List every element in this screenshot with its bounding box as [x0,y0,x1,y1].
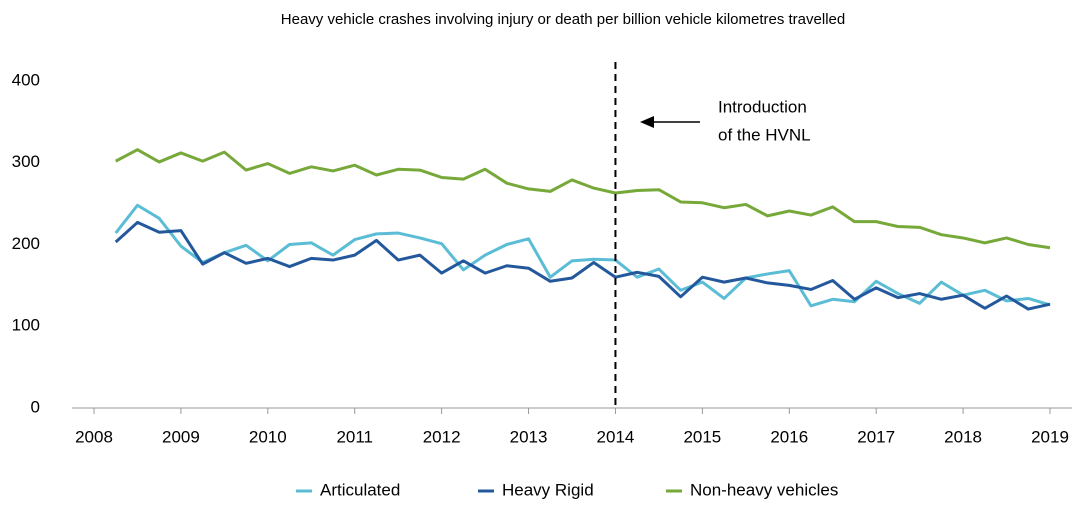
y-tick-label: 100 [12,316,40,335]
x-tick-label: 2009 [162,427,200,446]
series-line [114,220,1051,311]
x-tick-label: 2016 [770,427,808,446]
x-tick-label: 2018 [944,427,982,446]
series-line [115,148,1051,250]
chart-title: Heavy vehicle crashes involving injury o… [281,11,845,28]
legend-label: Heavy Rigid [502,480,594,499]
x-tick-label: 2015 [683,427,721,446]
x-tick-label: 2011 [336,427,373,446]
y-tick-label: 200 [12,234,40,253]
x-tick-label: 2019 [1031,427,1069,446]
x-tick-label: 2012 [423,427,461,446]
annotation-arrowhead [640,116,654,128]
legend-label: Non-heavy vehicles [690,480,838,499]
annotation-text: of the HVNL [718,125,811,144]
x-tick-label: 2008 [75,427,113,446]
series-line [114,203,1051,308]
annotation-text: Introduction [718,97,807,116]
x-tick-label: 2010 [249,427,287,446]
x-tick-label: 2017 [857,427,895,446]
x-tick-label: 2013 [510,427,548,446]
y-tick-label: 300 [12,152,40,171]
y-tick-label: 400 [12,70,40,89]
y-tick-label: 0 [31,397,40,416]
legend-label: Articulated [320,480,400,499]
x-tick-label: 2014 [597,427,635,446]
